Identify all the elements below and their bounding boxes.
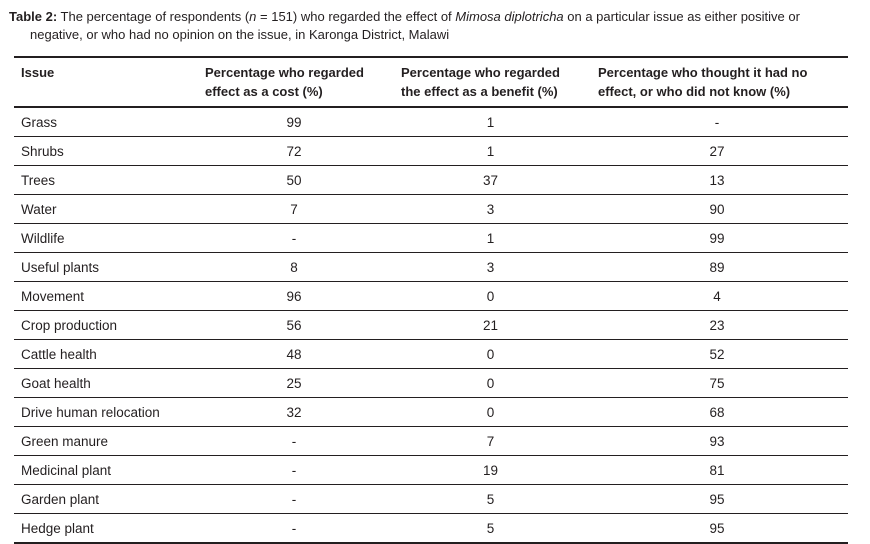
table-row: Goat health 25 0 75 (14, 369, 848, 398)
value-cell: 32 (286, 404, 302, 420)
issue-cell: Cattle health (21, 346, 97, 362)
issue-cell: Water (21, 201, 57, 217)
value-cell: 37 (482, 172, 499, 188)
value-cell: 50 (286, 172, 302, 188)
issue-cell: Garden plant (21, 491, 100, 507)
table-row: Green manure - 7 93 (14, 427, 848, 456)
value-cell: 21 (482, 317, 499, 333)
table-body: Grass 99 1- Shrubs 72 1 27 Trees 50 37 13 Water 7 3 90… (14, 107, 848, 543)
issue-cell: Useful plants (21, 259, 100, 275)
value-cell: 3 (486, 201, 495, 217)
issue-cell: Hedge plant (21, 520, 94, 536)
value-cell: 89 (709, 259, 725, 275)
table-row: Drive human relocation 32 0 68 (14, 398, 848, 427)
table-row: Useful plants 8 3 89 (14, 253, 848, 282)
value-cell: 25 (286, 375, 302, 391)
value-cell: 5 (486, 491, 495, 507)
value-cell: 13 (709, 172, 725, 188)
issue-cell: Medicinal plant (21, 462, 112, 478)
issue-cell: Grass (21, 114, 58, 130)
table-row: Hedge plant - 5 95 (14, 514, 848, 544)
issue-cell: Crop production (21, 317, 118, 333)
value-cell: - (291, 520, 297, 536)
value-cell: 0 (486, 375, 495, 391)
table-caption: Table 2: The percentage of respondents (… (9, 8, 854, 43)
column-header-no-effect: Percentage who thought it had no effect,… (598, 65, 808, 99)
value-cell: 90 (709, 201, 725, 217)
value-cell: 5 (486, 520, 495, 536)
data-table: Issue Percentage who regarded effect as … (14, 56, 848, 544)
value-cell: 95 (709, 520, 725, 536)
issue-cell: Drive human relocation (21, 404, 160, 420)
column-header-cost: Percentage who regarded effect as a cost… (205, 65, 364, 99)
column-header-benefit: Percentage who regarded the effect as a … (401, 65, 560, 99)
value-cell: 23 (709, 317, 725, 333)
value-cell: 52 (709, 346, 725, 362)
issue-cell: Shrubs (21, 143, 64, 159)
table-row: Garden plant - 5 95 (14, 485, 848, 514)
value-cell: 48 (286, 346, 302, 362)
value-cell: 7 (290, 201, 298, 217)
value-cell: 3 (486, 259, 495, 275)
value-cell: 7 (486, 433, 495, 449)
value-cell: 4 (713, 288, 721, 304)
value-cell: 1 (486, 230, 495, 246)
value-cell: 68 (709, 404, 725, 420)
value-cell: - (714, 114, 720, 130)
issue-cell: Green manure (21, 433, 109, 449)
value-cell: - (291, 433, 297, 449)
value-cell: 0 (486, 346, 495, 362)
issue-cell: Wildlife (21, 230, 65, 246)
value-cell: 56 (286, 317, 302, 333)
value-cell: 95 (709, 491, 725, 507)
table-row: Medicinal plant - 19 81 (14, 456, 848, 485)
table-row: Movement 96 0 4 (14, 282, 848, 311)
issue-cell: Trees (21, 172, 56, 188)
table-row: Crop production 56 21 23 (14, 311, 848, 340)
value-cell: - (291, 462, 297, 478)
value-cell: 19 (482, 462, 499, 478)
caption-n-variable: n (249, 9, 257, 24)
value-cell: 93 (709, 433, 725, 449)
value-cell: - (291, 491, 297, 507)
value-cell: 1 (486, 114, 495, 130)
value-cell: 0 (486, 404, 495, 420)
value-cell: 8 (290, 259, 298, 275)
value-cell: 1 (486, 143, 495, 159)
value-cell: 99 (286, 114, 302, 130)
column-header-issue: Issue (21, 65, 55, 80)
table-row: Cattle health 48 0 52 (14, 340, 848, 369)
table-row: Trees 50 37 13 (14, 166, 848, 195)
table-row: Shrubs 72 1 27 (14, 137, 848, 166)
value-cell: 75 (709, 375, 725, 391)
value-cell: 72 (286, 143, 302, 159)
caption-text: = 151) who regarded the effect of (256, 9, 456, 24)
caption-text: The percentage of respondents ( (57, 9, 250, 24)
value-cell: 27 (709, 143, 725, 159)
value-cell: 81 (709, 462, 725, 478)
issue-cell: Movement (21, 288, 85, 304)
table-row: Grass 99 1 - (14, 107, 848, 137)
caption-species-name: Mimosa diplotricha (455, 9, 564, 24)
table-row: Water 7 3 90 (14, 195, 848, 224)
table-row: Wildlife - 1 99 (14, 224, 848, 253)
caption-label: Table 2: (9, 9, 58, 24)
value-cell: 99 (709, 230, 725, 246)
value-cell: - (291, 230, 297, 246)
table-header-row: Issue Percentage who regarded effect as … (14, 57, 848, 107)
value-cell: 96 (286, 288, 302, 304)
caption-text: on a particular issue as either positive… (30, 9, 800, 42)
issue-cell: Goat health (21, 375, 91, 391)
value-cell: 0 (486, 288, 495, 304)
